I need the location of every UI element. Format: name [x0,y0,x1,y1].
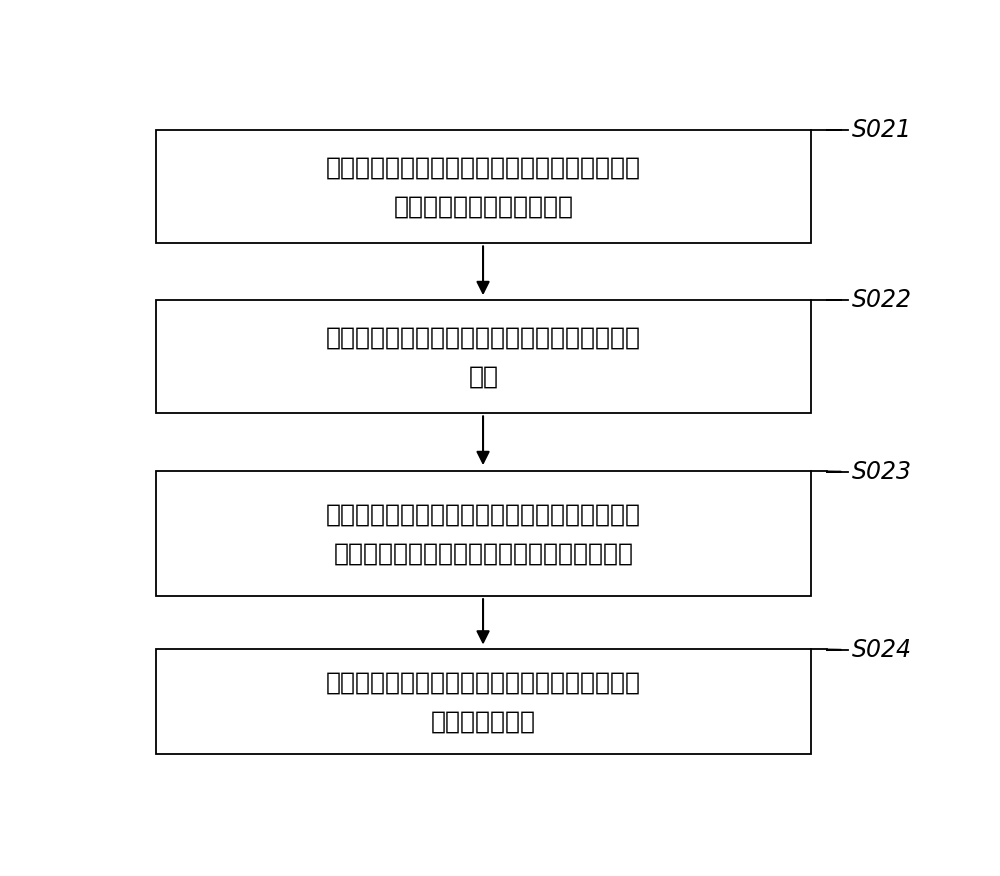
Text: 将所述标准能量特征向量确定为与所述振动信号
对应的测试样本: 将所述标准能量特征向量确定为与所述振动信号 对应的测试样本 [326,670,641,733]
Text: 根据所述信号能量构造能量特征向量，并将所述
能量特征向量标准化，获取标准能量特征向量: 根据所述信号能量构造能量特征向量，并将所述 能量特征向量标准化，获取标准能量特征… [326,502,641,565]
Text: 将所述振动信号进行小波包分解，提取振动信号
相应频段的小波包分解系数: 将所述振动信号进行小波包分解，提取振动信号 相应频段的小波包分解系数 [326,155,641,218]
Text: S023: S023 [852,460,912,484]
Text: 重构所述小波包分解系数，提取相应频段的信号
能量: 重构所述小波包分解系数，提取相应频段的信号 能量 [326,325,641,388]
Text: S024: S024 [852,638,912,662]
FancyBboxPatch shape [156,649,811,754]
FancyBboxPatch shape [156,471,811,597]
Text: S022: S022 [852,288,912,312]
FancyBboxPatch shape [156,130,811,244]
FancyBboxPatch shape [156,300,811,413]
Text: S021: S021 [852,118,912,142]
